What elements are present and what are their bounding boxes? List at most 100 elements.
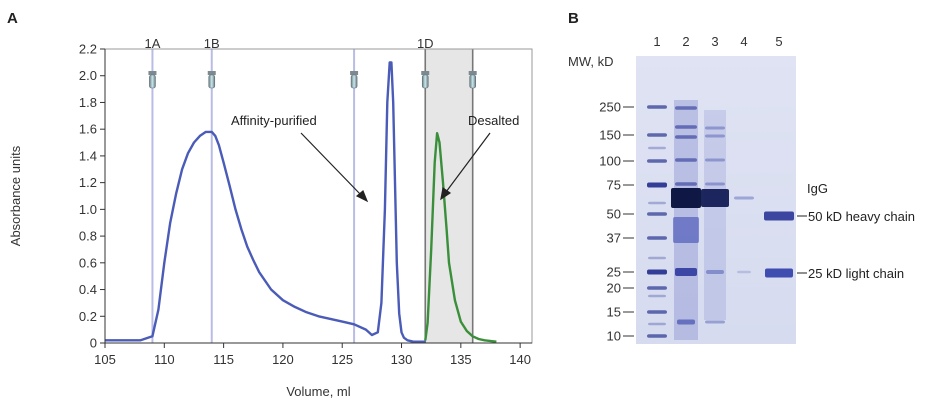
y-tick-label: 0.4 (79, 282, 97, 297)
ladder-band (647, 310, 667, 314)
x-tick-label: 140 (509, 352, 531, 367)
mw-tick-label: 50 (607, 207, 621, 222)
x-tick-label: 130 (391, 352, 413, 367)
x-tick-label: 135 (450, 352, 472, 367)
lane-3-smear (704, 110, 726, 320)
y-tick-label: 2.0 (79, 68, 97, 83)
lane-2-band (677, 320, 695, 325)
mw-tick-label: 250 (599, 100, 621, 115)
y-tick-label: 1.4 (79, 148, 97, 163)
lane-number-4: 4 (740, 34, 747, 49)
lane-2-smear-band (673, 217, 699, 243)
y-tick-label: 1.8 (79, 95, 97, 110)
mw-tick-label: 20 (607, 281, 621, 296)
ladder-band (647, 236, 667, 240)
x-tick-label: 105 (94, 352, 116, 367)
tube-body (422, 75, 428, 88)
test-tube-icon (421, 71, 429, 88)
mw-tick-label: 15 (607, 305, 621, 320)
ladder-band (647, 133, 667, 137)
test-tube-icon (469, 71, 477, 88)
tube-cap (421, 71, 429, 75)
lane-2-band (675, 182, 697, 186)
lane-numbers: 1 2 3 4 5 (653, 34, 782, 49)
lane-2-light-chain-band (675, 268, 697, 276)
ladder-band (647, 105, 667, 109)
x-tick-label: 120 (272, 352, 294, 367)
y-tick-label: 0 (90, 336, 97, 351)
mw-tick-label: 10 (607, 329, 621, 344)
lane-2-band (675, 158, 697, 162)
ladder-faint-band (648, 147, 666, 150)
ladder-band (647, 270, 667, 275)
lane-5-heavy-chain-band (764, 212, 794, 221)
lane-number-2: 2 (682, 34, 689, 49)
y-tick-label: 0.6 (79, 255, 97, 270)
lane-3-band (706, 270, 724, 274)
band-labels: IgG 50 kD heavy chain 25 kD light chain (797, 181, 915, 281)
lane-2-band (675, 135, 697, 139)
ladder-band (647, 212, 667, 216)
lane-number-1: 1 (653, 34, 660, 49)
y-axis-title: Absorbance units (8, 145, 23, 246)
lane-3-band (705, 183, 725, 186)
lane-5-light-chain-band (765, 269, 793, 278)
lane-2-igg-band (671, 188, 701, 208)
mw-tick-label: 37 (607, 231, 621, 246)
ladder-faint-band (648, 202, 666, 205)
lane-3-igg-band (701, 189, 729, 207)
mw-tick-label: 75 (607, 178, 621, 193)
ladder-faint-band (648, 295, 666, 298)
x-tick-label: 110 (154, 352, 175, 367)
tube-cap (208, 71, 216, 75)
annotation-desalted: Desalted (468, 113, 519, 128)
mw-tick-label: 100 (599, 154, 621, 169)
y-tick-label: 1.6 (79, 122, 97, 137)
y-tick-label: 1.2 (79, 175, 97, 190)
ladder-band (647, 286, 667, 290)
x-tick-label: 125 (331, 352, 353, 367)
x-axis-title: Volume, ml (286, 384, 350, 399)
y-tick-label: 0.2 (79, 309, 97, 324)
y-tick-label: 0.8 (79, 229, 97, 244)
tube-body (149, 75, 155, 88)
ladder-band (647, 334, 667, 338)
mw-tick-label: 150 (599, 128, 621, 143)
y-tick-label: 2.2 (79, 42, 97, 57)
test-tube-icon (350, 71, 358, 88)
tube-cap (148, 71, 156, 75)
tube-body (209, 75, 215, 88)
test-tube-icon (148, 71, 156, 88)
band-label-igg: IgG (807, 181, 828, 196)
annotation-affinity-purified: Affinity-purified (231, 113, 317, 128)
ladder-faint-band (648, 323, 666, 326)
tube-cap (469, 71, 477, 75)
lane-2-band (675, 106, 697, 110)
tube-body (351, 75, 357, 88)
lane-4-band (734, 197, 754, 200)
ladder-faint-band (648, 257, 666, 260)
lane-number-3: 3 (711, 34, 718, 49)
lane-3-band (705, 127, 725, 130)
ladder-band (647, 159, 667, 163)
y-tick-label: 1.0 (79, 202, 97, 217)
lane-3-band (705, 159, 725, 162)
lane-3-band (705, 321, 725, 324)
test-tube-icon (208, 71, 216, 88)
tube-cap (350, 71, 358, 75)
band-label-light-chain: 25 kD light chain (808, 266, 904, 281)
lane-number-5: 5 (775, 34, 782, 49)
mw-label: MW, kD (568, 54, 614, 69)
lane-4-band (737, 271, 751, 274)
band-label-heavy-chain: 50 kD heavy chain (808, 209, 915, 224)
tube-body (470, 75, 476, 88)
ladder-band (647, 183, 667, 188)
mw-tick-label: 25 (607, 265, 621, 280)
lane-2-band (675, 125, 697, 129)
x-tick-label: 115 (213, 352, 234, 367)
lane-3-band (705, 135, 725, 138)
arrow-affinity-purified (301, 133, 362, 196)
